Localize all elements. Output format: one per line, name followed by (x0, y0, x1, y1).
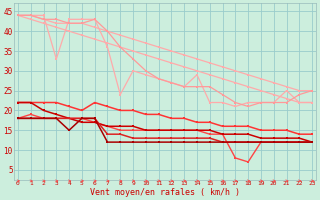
X-axis label: Vent moyen/en rafales ( km/h ): Vent moyen/en rafales ( km/h ) (90, 188, 240, 197)
